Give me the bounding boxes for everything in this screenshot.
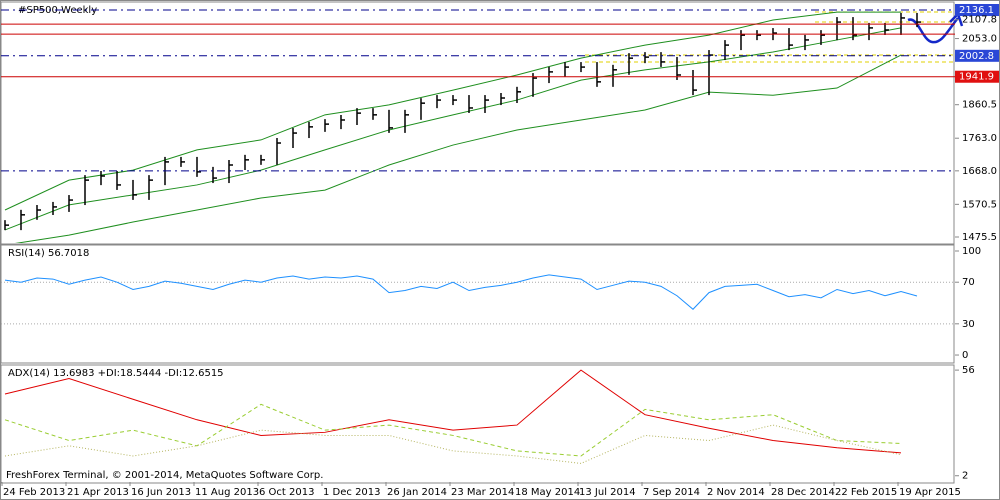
- adx-line: [4, 403, 902, 457]
- band-middle: [4, 27, 902, 231]
- x-tick-label: 11 Aug 2013: [195, 487, 259, 498]
- y-tick-label: 100: [962, 246, 981, 257]
- level-tag: [955, 70, 999, 83]
- x-tick-label: 7 Sep 2014: [643, 487, 700, 498]
- y-tick-label: 56: [962, 365, 975, 376]
- y-tick-label: 1860.5: [962, 100, 997, 111]
- x-tick-label: 24 Feb 2013: [3, 487, 65, 498]
- x-tick-label: 18 May 2014: [515, 487, 580, 498]
- price-pane: [0, 1, 955, 245]
- rsi-line: [4, 274, 918, 310]
- pane-plot: [1, 274, 954, 325]
- x-tick-label: 2 Nov 2014: [707, 487, 765, 498]
- level-tag-label: 2136.1: [959, 5, 994, 16]
- adx-line: [4, 369, 902, 454]
- level-tag: [955, 4, 999, 17]
- x-tick-label: 13 Jul 2014: [579, 487, 636, 498]
- forecast-path: [907, 17, 959, 44]
- y-tick-label: 2107.8: [962, 15, 997, 26]
- y-tick-label: 70: [962, 277, 975, 288]
- level-tag: [955, 49, 999, 62]
- band-upper: [4, 11, 901, 211]
- x-tick-label: 6 Oct 2013: [259, 487, 314, 498]
- footer: FreshForex Terminal, © 2001-2014, MetaQu…: [6, 470, 323, 481]
- y-tick-label: 1475.5: [962, 232, 997, 243]
- x-tick-label: 21 Apr 2013: [67, 487, 129, 498]
- x-tick-label: 26 Jan 2014: [387, 487, 447, 498]
- x-tick-label: 1 Dec 2013: [323, 487, 381, 498]
- pane-plot: [4, 369, 902, 464]
- pane-plot: [4, 11, 921, 243]
- adx-pane: [0, 364, 955, 484]
- y-tick-label: 1668.0: [962, 166, 997, 177]
- adx-title: ADX(14) 13.6983 +DI:18.5444 -DI:12.6515: [8, 368, 224, 379]
- y-tick-label: 0: [962, 350, 968, 361]
- x-tick-label: 16 Jun 2013: [131, 487, 191, 498]
- rsi-pane: [0, 244, 955, 364]
- x-tick-label: 22 Feb 2015: [835, 487, 897, 498]
- y-tick-label: 2053.0: [962, 34, 997, 45]
- x-tick-label: 23 Mar 2014: [451, 487, 514, 498]
- x-tick-label: 19 Apr 2015: [899, 487, 961, 498]
- level-tag-label: 2002.8: [959, 51, 994, 62]
- y-tick-label: 1570.5: [962, 199, 997, 210]
- level-tag-label: 1941.9: [959, 72, 994, 83]
- x-tick-label: 28 Dec 2014: [771, 487, 835, 498]
- y-tick-label: 1763.0: [962, 133, 997, 144]
- band-lower: [14, 54, 902, 243]
- y-tick-label: 2: [962, 471, 968, 482]
- rsi-title: RSI(14) 56.7018: [8, 248, 89, 259]
- y-tick-label: 30: [962, 319, 975, 330]
